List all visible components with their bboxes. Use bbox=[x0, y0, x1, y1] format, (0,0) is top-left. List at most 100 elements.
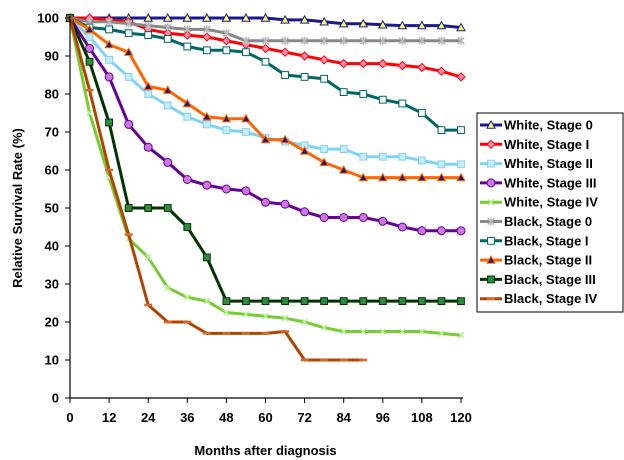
data-point bbox=[242, 48, 250, 57]
data-point bbox=[418, 156, 426, 165]
data-point bbox=[437, 36, 446, 45]
data-point bbox=[144, 31, 153, 40]
data-point bbox=[378, 152, 387, 161]
legend-label: Black, Stage 0 bbox=[504, 214, 592, 229]
data-point bbox=[299, 51, 310, 61]
data-point bbox=[85, 57, 94, 66]
legend-label: White, Stage II bbox=[504, 156, 593, 171]
data-point bbox=[143, 81, 154, 91]
legend-entry: Black, Stage 0 bbox=[480, 214, 592, 229]
data-point bbox=[300, 73, 309, 81]
data-point bbox=[163, 35, 172, 43]
data-point bbox=[242, 297, 250, 306]
data-point bbox=[457, 297, 465, 306]
data-point bbox=[242, 36, 250, 45]
data-point bbox=[437, 126, 446, 134]
data-point bbox=[417, 226, 427, 236]
data-point bbox=[163, 204, 172, 212]
data-point bbox=[261, 36, 270, 45]
data-point bbox=[182, 175, 192, 184]
data-point bbox=[418, 36, 426, 45]
data-point bbox=[163, 157, 173, 167]
data-point bbox=[221, 12, 232, 22]
data-point bbox=[300, 297, 309, 306]
legend-swatch-marker bbox=[486, 119, 496, 129]
data-point bbox=[123, 47, 134, 56]
legend-entry: White, Stage 0 bbox=[480, 118, 593, 133]
data-point bbox=[281, 71, 289, 79]
data-point bbox=[436, 226, 446, 236]
data-point bbox=[398, 152, 407, 161]
data-point bbox=[319, 16, 329, 26]
legend-entry: Black, Stage III bbox=[480, 272, 596, 287]
data-point bbox=[163, 23, 172, 32]
data-point bbox=[319, 157, 329, 167]
data-point bbox=[320, 74, 329, 83]
data-point bbox=[437, 160, 446, 169]
legend-label: White, Stage 0 bbox=[504, 118, 593, 133]
data-point bbox=[223, 309, 230, 316]
data-point bbox=[281, 314, 289, 322]
data-point bbox=[398, 36, 407, 45]
legend-entry: White, Stage I bbox=[480, 137, 589, 152]
legend-label: White, Stage III bbox=[504, 175, 596, 190]
legend-swatch-marker bbox=[486, 178, 496, 188]
data-point bbox=[242, 311, 250, 318]
legend-swatch-marker bbox=[487, 159, 495, 168]
legend-label: Black, Stage I bbox=[504, 233, 589, 248]
data-point bbox=[339, 36, 348, 45]
axes: 0 10 20 30 40 50 60 70 80 90 100 0 12 24 36 48 60 72 84 96 1… bbox=[37, 11, 472, 426]
series-black-stage-iii bbox=[66, 14, 465, 306]
data-point bbox=[359, 36, 368, 45]
data-point bbox=[260, 134, 271, 144]
legend-label: White, Stage IV bbox=[504, 195, 598, 210]
data-point bbox=[418, 109, 426, 117]
y-tick-label: 70 bbox=[45, 125, 59, 140]
data-point bbox=[319, 213, 329, 222]
data-point bbox=[262, 312, 269, 320]
data-point bbox=[300, 207, 310, 217]
data-point bbox=[281, 36, 289, 45]
legend-entry: Black, Stage IV bbox=[480, 291, 598, 306]
data-point bbox=[202, 253, 211, 262]
legend-entry: White, Stage IV bbox=[480, 195, 598, 210]
data-point bbox=[299, 14, 310, 24]
data-point bbox=[183, 223, 192, 231]
x-tick-label: 108 bbox=[411, 410, 433, 425]
data-point bbox=[378, 58, 388, 69]
data-point bbox=[104, 39, 114, 49]
legend-label: White, Stage I bbox=[504, 137, 589, 152]
data-point bbox=[222, 297, 231, 306]
y-tick-label: 100 bbox=[37, 11, 59, 26]
data-point bbox=[456, 22, 466, 32]
data-point bbox=[338, 18, 349, 28]
data-point bbox=[320, 297, 329, 306]
data-point bbox=[202, 32, 212, 42]
data-point bbox=[417, 62, 427, 73]
data-point bbox=[124, 19, 133, 28]
data-point bbox=[144, 90, 153, 98]
data-point bbox=[339, 213, 349, 222]
x-tick-label: 48 bbox=[219, 410, 233, 425]
data-point bbox=[105, 118, 113, 127]
data-point bbox=[124, 204, 133, 212]
data-point bbox=[339, 145, 348, 153]
x-tick-label: 120 bbox=[450, 410, 472, 425]
data-point bbox=[203, 25, 211, 34]
y-tick-label: 10 bbox=[45, 353, 59, 368]
data-point bbox=[261, 57, 270, 66]
legend-entry: Black, Stage I bbox=[480, 233, 589, 248]
data-point bbox=[222, 29, 231, 38]
data-point bbox=[358, 213, 368, 222]
data-point bbox=[457, 36, 465, 45]
legend-entry: White, Stage II bbox=[480, 156, 593, 171]
data-point bbox=[358, 18, 369, 28]
data-point bbox=[85, 43, 95, 53]
legend-swatch-marker bbox=[487, 236, 495, 245]
data-point bbox=[281, 297, 289, 306]
data-point bbox=[359, 328, 367, 335]
data-point bbox=[280, 14, 290, 24]
y-tick-label: 30 bbox=[45, 277, 59, 292]
data-point bbox=[359, 297, 368, 306]
data-point bbox=[222, 126, 231, 134]
